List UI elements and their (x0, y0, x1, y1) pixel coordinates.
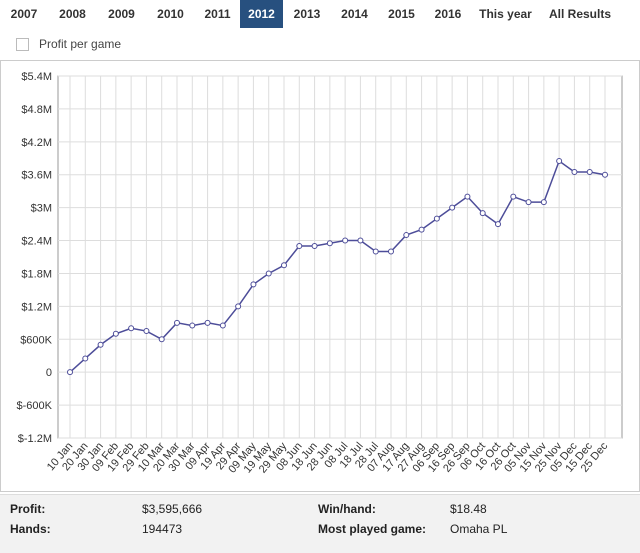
point-marker (281, 262, 287, 269)
year-tab[interactable]: This year (479, 7, 532, 21)
year-tab[interactable]: 2011 (204, 7, 231, 21)
stat-value: 194473 (142, 522, 183, 536)
y-tick-label: $2.4M (21, 236, 52, 248)
year-tab[interactable]: 2016 (434, 7, 462, 21)
y-tick-label: $-1.2M (18, 433, 52, 445)
y-tick-label: $5.4M (21, 71, 52, 83)
point-marker (464, 193, 471, 200)
year-tab[interactable]: 2010 (157, 7, 184, 21)
stat-label: Win/hand: (318, 502, 376, 516)
point-marker (143, 328, 150, 335)
point-marker (449, 204, 456, 211)
point-marker (571, 168, 578, 175)
point-marker (525, 199, 532, 206)
stats-panel: Profit: $3,595,666 Win/hand: $18.48 Hands: 19… (0, 494, 640, 553)
point-marker (67, 369, 73, 376)
y-tick-label: 0 (46, 367, 52, 379)
point-marker (479, 210, 486, 217)
point-marker (326, 240, 333, 247)
point-marker (235, 303, 242, 310)
y-tick-label: $1.2M (21, 301, 52, 313)
point-marker (586, 168, 593, 175)
checkbox-box[interactable] (16, 38, 29, 52)
year-tab[interactable]: 2007 (10, 7, 38, 21)
chart: $5.4M $4.8M $4.2M $3.6M $3M $2.4M $1.8M $1.2M $6… (0, 60, 640, 492)
point-marker (250, 281, 257, 288)
y-tick-label: $1.8M (21, 268, 52, 280)
year-tab[interactable]: All Results (548, 7, 611, 21)
point-marker (556, 158, 563, 165)
checkbox[interactable]: Profit per game (16, 37, 122, 52)
stat-value: Omaha PL (450, 522, 508, 536)
year-tabs: 2007 2008 2009 2010 2011 2012 2013 2014 2015 2016… (0, 0, 640, 28)
year-tab[interactable]: 2012 (240, 0, 283, 28)
point-marker (265, 270, 272, 277)
year-tab[interactable]: 2008 (59, 7, 86, 21)
year-tab[interactable]: 2014 (341, 7, 368, 21)
point-marker (372, 248, 379, 255)
stat-label: Hands: (10, 522, 51, 536)
point-marker (296, 243, 303, 250)
plot-area (57, 75, 623, 439)
point-marker (158, 336, 165, 343)
point-marker (495, 221, 501, 228)
point-marker (219, 322, 226, 329)
point-marker (540, 199, 547, 206)
stat-label: Profit: (10, 502, 46, 516)
y-tick-label: $3.6M (21, 170, 52, 182)
point-marker (82, 355, 89, 362)
point-marker (418, 226, 425, 233)
point-marker (602, 171, 608, 178)
point-marker (204, 319, 211, 326)
point-marker (189, 322, 196, 329)
point-marker (97, 341, 104, 348)
point-marker (112, 330, 119, 337)
y-tick-label: $4.2M (21, 137, 52, 149)
point-marker (342, 237, 349, 244)
point-marker (510, 193, 517, 200)
year-tab[interactable]: 2009 (108, 7, 135, 21)
point-marker (357, 237, 364, 244)
y-tick-label: $3M (31, 203, 52, 215)
point-marker (388, 248, 394, 255)
y-tick-label: $600K (20, 334, 52, 346)
year-tab[interactable]: 2013 (293, 7, 321, 21)
y-tick-label: $-600K (17, 400, 53, 412)
point-marker (403, 232, 410, 239)
stat-label: Most played game: (318, 522, 427, 536)
stat-value: $3,595,666 (142, 502, 203, 516)
stat-value: $18.48 (450, 502, 487, 516)
year-tab[interactable]: 2015 (388, 7, 415, 21)
point-marker (311, 243, 318, 250)
point-marker (433, 215, 440, 222)
point-marker (174, 319, 180, 326)
point-marker (128, 325, 135, 332)
y-tick-label: $4.8M (21, 104, 52, 116)
checkbox-label: Profit per game (39, 37, 122, 51)
